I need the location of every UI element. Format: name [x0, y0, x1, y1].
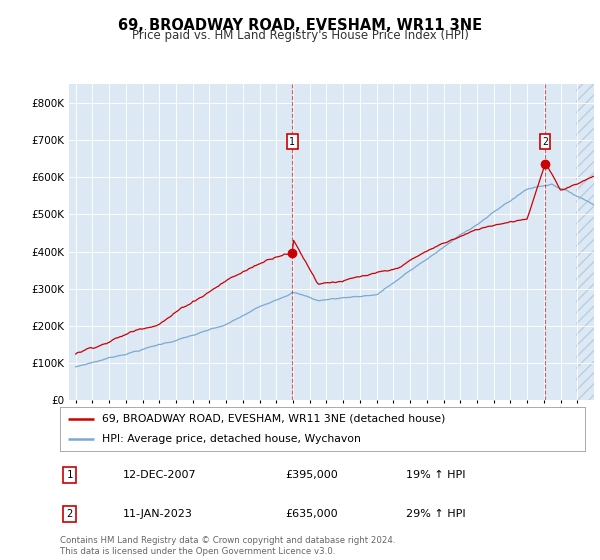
Text: HPI: Average price, detached house, Wychavon: HPI: Average price, detached house, Wych…: [102, 434, 361, 444]
Text: 11-JAN-2023: 11-JAN-2023: [123, 509, 193, 519]
Text: £635,000: £635,000: [286, 509, 338, 519]
Text: 29% ↑ HPI: 29% ↑ HPI: [407, 509, 466, 519]
Text: £395,000: £395,000: [286, 470, 338, 480]
FancyBboxPatch shape: [577, 84, 600, 400]
Text: Contains HM Land Registry data © Crown copyright and database right 2024.
This d: Contains HM Land Registry data © Crown c…: [60, 536, 395, 556]
Text: 2: 2: [542, 137, 548, 147]
Text: 69, BROADWAY ROAD, EVESHAM, WR11 3NE: 69, BROADWAY ROAD, EVESHAM, WR11 3NE: [118, 18, 482, 33]
Bar: [577, 84, 600, 400]
Text: 69, BROADWAY ROAD, EVESHAM, WR11 3NE (detached house): 69, BROADWAY ROAD, EVESHAM, WR11 3NE (de…: [102, 414, 445, 424]
Text: 2: 2: [67, 509, 73, 519]
Text: 19% ↑ HPI: 19% ↑ HPI: [407, 470, 466, 480]
Text: 12-DEC-2007: 12-DEC-2007: [123, 470, 197, 480]
Text: 1: 1: [67, 470, 73, 480]
Polygon shape: [577, 84, 600, 400]
Text: Price paid vs. HM Land Registry's House Price Index (HPI): Price paid vs. HM Land Registry's House …: [131, 29, 469, 42]
Text: 1: 1: [289, 137, 295, 147]
